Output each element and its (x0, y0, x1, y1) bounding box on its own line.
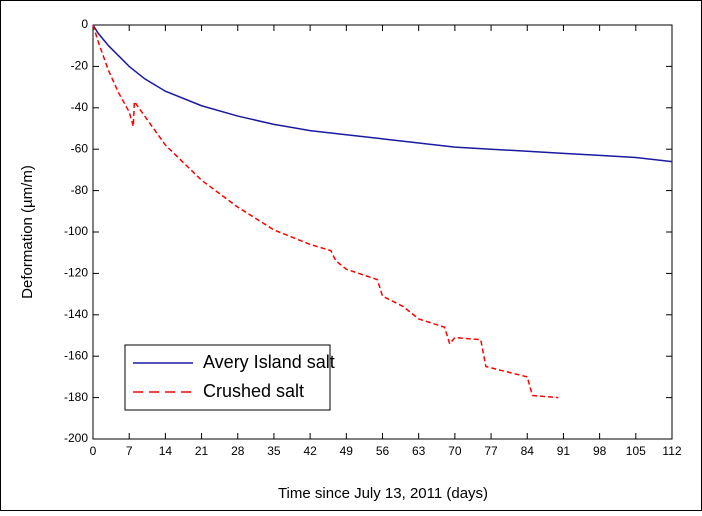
legend-label: Crushed salt (203, 381, 304, 401)
y-tick-label: -40 (71, 100, 89, 114)
y-tick-label: -100 (64, 224, 88, 238)
x-tick-label: 112 (662, 444, 681, 458)
legend (124, 344, 331, 411)
x-tick-label: 28 (231, 444, 245, 458)
x-tick-label: 7 (126, 444, 133, 458)
x-tick-label: 91 (557, 444, 571, 458)
x-tick-label: 0 (90, 444, 97, 458)
x-tick-label: 70 (448, 444, 462, 458)
y-tick-label: -20 (71, 59, 89, 73)
x-tick-label: 105 (626, 444, 646, 458)
x-tick-label: 35 (267, 444, 281, 458)
x-tick-label: 49 (340, 444, 354, 458)
x-tick-label: 77 (484, 444, 498, 458)
y-tick-label: -120 (64, 266, 88, 280)
y-tick-label: 0 (81, 17, 88, 31)
series-line (92, 24, 673, 163)
y-tick-label: -140 (64, 307, 88, 321)
y-tick-label: -200 (64, 431, 88, 445)
x-tick-label: 84 (521, 444, 535, 458)
y-tick-label: -80 (71, 183, 89, 197)
y-axis-label: Deformation (µm/m) (19, 165, 36, 299)
x-tick-label: 42 (303, 444, 317, 458)
y-tick-label: -160 (64, 348, 88, 362)
series-line (92, 24, 559, 399)
x-axis-label: Time since July 13, 2011 (days) (278, 485, 488, 502)
y-tick-label: -180 (64, 390, 88, 404)
legend-label: Avery Island salt (203, 352, 335, 372)
x-tick-label: 56 (376, 444, 390, 458)
y-tick-label: -60 (71, 141, 89, 155)
x-tick-label: 14 (159, 444, 173, 458)
x-tick-label: 98 (593, 444, 607, 458)
x-tick-label: 21 (195, 444, 209, 458)
x-tick-label: 63 (412, 444, 426, 458)
